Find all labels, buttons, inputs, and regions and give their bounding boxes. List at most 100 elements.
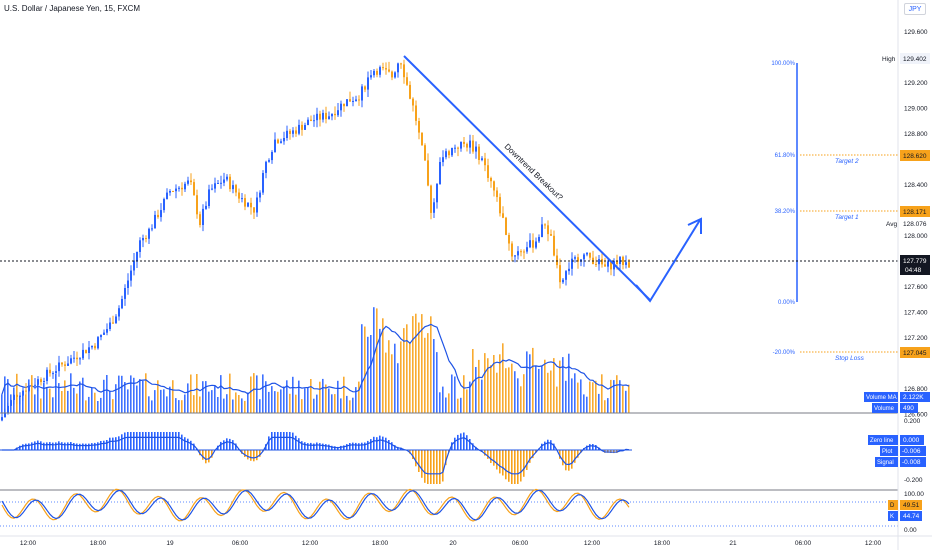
- macd-bar: [193, 443, 195, 450]
- volume-ma-label: Volume MA: [866, 395, 897, 401]
- candle-body: [601, 259, 603, 265]
- volume-bar: [268, 391, 270, 413]
- macd-bar: [223, 440, 225, 450]
- stoch-pane[interactable]: [0, 488, 898, 527]
- volume-bar: [121, 375, 123, 413]
- time-axis[interactable]: 12:00 18:00 19 06:00 12:00 18:00 20 06:00 12:00 1…: [0, 535, 932, 547]
- candle-body: [544, 224, 546, 226]
- macd-bar: [382, 436, 384, 450]
- currency-button[interactable]: JPY: [904, 3, 926, 15]
- volume-bar: [301, 399, 303, 413]
- projection-arrow[interactable]: [635, 219, 701, 303]
- macd-bar: [175, 432, 177, 450]
- volume-bar: [142, 380, 144, 413]
- macd-bar: [85, 443, 87, 450]
- candle-body: [490, 178, 492, 182]
- volume-bar: [292, 376, 294, 413]
- fib-level-label: 38.20%: [775, 209, 796, 215]
- price-tick-label: 128.400: [904, 182, 928, 189]
- candle-body: [403, 64, 405, 78]
- candle-body: [190, 180, 192, 183]
- macd-bar: [445, 450, 447, 466]
- macd-bar: [160, 432, 162, 450]
- volume-bar: [67, 390, 69, 413]
- volume-bar: [478, 359, 480, 413]
- candle-body: [22, 390, 24, 396]
- countdown: 04:48: [905, 267, 922, 274]
- volume-bar: [232, 399, 234, 413]
- volume-bar: [310, 379, 312, 413]
- volume-bar: [193, 395, 195, 413]
- volume-bar: [409, 342, 411, 413]
- volume-bar: [172, 380, 174, 413]
- macd-bar: [304, 442, 306, 450]
- zero-line-value: 0.000: [903, 437, 920, 444]
- fib-retracement[interactable]: 100.00% 61.80% 38.20% 0.00% -20.00%: [771, 61, 898, 356]
- macd-bar: [103, 440, 105, 450]
- macd-bar: [346, 444, 348, 450]
- candle-body: [181, 187, 183, 190]
- main-pane[interactable]: 100.00%61.80%38.20%0.00%-20.00% Downtren…: [0, 0, 898, 422]
- price-tick-label: 129.000: [904, 106, 928, 113]
- macd-bar: [505, 450, 507, 480]
- volume-bar: [412, 316, 414, 413]
- candle-body: [457, 147, 459, 149]
- candle-body: [451, 147, 453, 156]
- price-axis[interactable]: 129.600 129.200 129.000 128.800 128.400 128.0…: [864, 0, 932, 550]
- macd-bar: [295, 435, 297, 450]
- volume-bar: [94, 392, 96, 413]
- candle-body: [412, 98, 414, 106]
- candle-body: [46, 369, 48, 381]
- candle-body: [604, 264, 606, 267]
- volume-bar: [373, 307, 375, 413]
- volume-bar: [283, 386, 285, 413]
- volume-bar: [49, 388, 51, 413]
- candle-body: [358, 99, 360, 101]
- macd-bar: [427, 450, 429, 484]
- candle-body: [448, 151, 450, 156]
- time-tick-label: 12:00: [584, 540, 601, 547]
- volume-bar: [520, 386, 522, 413]
- macd-bar: [244, 450, 246, 457]
- macd-bar: [136, 432, 138, 450]
- volume-bar: [376, 308, 378, 413]
- candle-body: [619, 256, 621, 264]
- volume-bar: [511, 363, 513, 413]
- current-price-tag: [900, 255, 930, 275]
- volume-bar: [169, 386, 171, 413]
- candle-body: [148, 228, 150, 239]
- volume-bar: [145, 373, 147, 413]
- volume-bar: [295, 394, 297, 413]
- volume-bar: [619, 380, 621, 413]
- candle-body: [469, 140, 471, 148]
- volume-bar: [493, 355, 495, 413]
- macd-bar: [490, 450, 492, 463]
- macd-bar: [112, 437, 114, 450]
- candle-body: [538, 237, 540, 242]
- candle-body: [70, 358, 72, 364]
- downtrend-line[interactable]: [403, 55, 651, 301]
- macd-bar: [367, 440, 369, 450]
- volume-bar: [466, 389, 468, 413]
- time-tick-label: 06:00: [512, 540, 529, 547]
- macd-bar: [280, 432, 282, 450]
- candle-body: [553, 235, 555, 256]
- candle-body: [466, 143, 468, 148]
- candle-body: [586, 252, 588, 255]
- candle-body: [325, 112, 327, 120]
- volume-ma-line: [1, 323, 630, 395]
- price-tick-label: 126.600: [904, 412, 928, 419]
- stoch-d-tag: [888, 500, 898, 510]
- plot-label: Plot: [882, 449, 893, 455]
- macd-signal-line: [2, 436, 630, 475]
- volume-bar: [487, 358, 489, 413]
- candle-body: [388, 69, 390, 72]
- volume-bar: [556, 386, 558, 413]
- candle-body: [259, 192, 261, 198]
- volume-bar: [442, 386, 444, 413]
- macd-pane[interactable]: [0, 412, 898, 484]
- volume-bar: [439, 392, 441, 413]
- volume-bar: [277, 391, 279, 413]
- price-tick-label: 129.200: [904, 80, 928, 87]
